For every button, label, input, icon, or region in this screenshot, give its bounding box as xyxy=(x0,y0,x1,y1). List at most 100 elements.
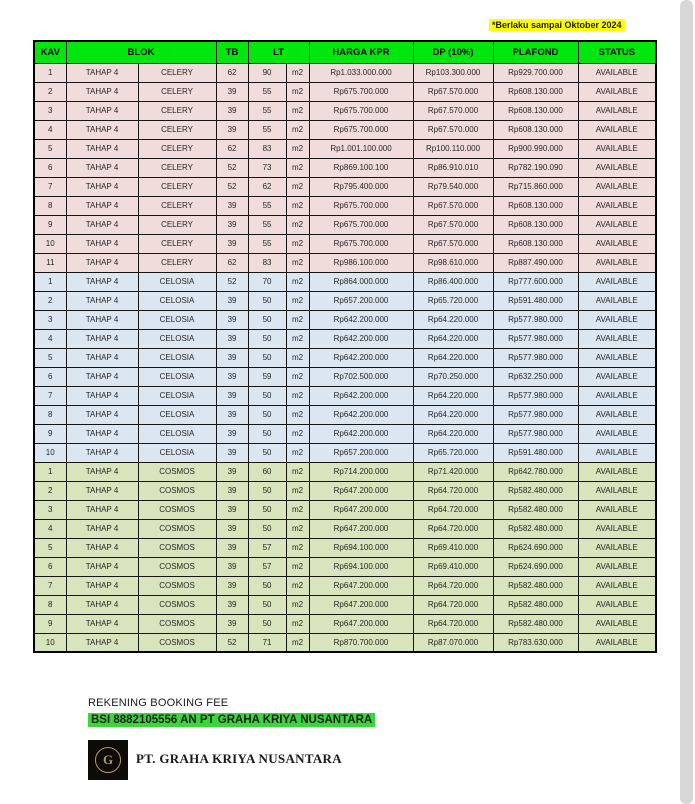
col-header-dp: DP (10%) xyxy=(412,40,494,64)
table-row: 11 TAHAP 4 CELERY 62 83 m2 Rp986.100.000 Rp98.6… xyxy=(33,252,657,273)
cell-harga-kpr: Rp657.200.000 xyxy=(308,442,414,463)
cell-unit: m2 xyxy=(285,575,310,596)
cell-unit: m2 xyxy=(285,461,310,482)
table-body: 1 TAHAP 4 CELERY 62 90 m2 Rp1.033.000.000 Rp103… xyxy=(33,62,657,653)
cell-plafond: Rp582.480.000 xyxy=(492,499,579,520)
cell-status: AVAILABLE xyxy=(577,119,657,140)
cell-harga-kpr: Rp647.200.000 xyxy=(308,575,414,596)
cell-plafond: Rp577.980.000 xyxy=(492,328,579,349)
cell-lt: 55 xyxy=(247,100,287,121)
cell-dp: Rp87.070.000 xyxy=(412,632,494,653)
cell-lt: 57 xyxy=(247,537,287,558)
cell-lt: 59 xyxy=(247,366,287,387)
cell-dp: Rp67.570.000 xyxy=(412,214,494,235)
cell-plafond: Rp582.480.000 xyxy=(492,480,579,501)
cell-tahap: TAHAP 4 xyxy=(65,632,139,653)
cell-plafond: Rp777.600.000 xyxy=(492,271,579,292)
cell-blok: COSMOS xyxy=(137,556,217,577)
cell-kav: 7 xyxy=(33,385,67,406)
cell-tahap: TAHAP 4 xyxy=(65,100,139,121)
cell-blok: CELOSIA xyxy=(137,328,217,349)
cell-blok: CELOSIA xyxy=(137,347,217,368)
cell-tb: 39 xyxy=(215,100,249,121)
cell-status: AVAILABLE xyxy=(577,214,657,235)
cell-status: AVAILABLE xyxy=(577,518,657,539)
scrollbar-track[interactable] xyxy=(680,0,693,804)
cell-status: AVAILABLE xyxy=(577,537,657,558)
table-row: 10 TAHAP 4 COSMOS 52 71 m2 Rp870.700.000 Rp87.0… xyxy=(33,632,657,653)
table-row: 5 TAHAP 4 CELOSIA 39 50 m2 Rp642.200.000 Rp64.2… xyxy=(33,347,657,368)
cell-unit: m2 xyxy=(285,347,310,368)
cell-tahap: TAHAP 4 xyxy=(65,309,139,330)
cell-kav: 10 xyxy=(33,233,67,254)
table-row: 8 TAHAP 4 CELOSIA 39 50 m2 Rp642.200.000 Rp64.2… xyxy=(33,404,657,425)
cell-plafond: Rp591.480.000 xyxy=(492,442,579,463)
cell-harga-kpr: Rp870.700.000 xyxy=(308,632,414,653)
cell-harga-kpr: Rp986.100.000 xyxy=(308,252,414,273)
cell-plafond: Rp591.480.000 xyxy=(492,290,579,311)
cell-blok: COSMOS xyxy=(137,518,217,539)
cell-tb: 39 xyxy=(215,480,249,501)
cell-tahap: TAHAP 4 xyxy=(65,423,139,444)
cell-plafond: Rp582.480.000 xyxy=(492,594,579,615)
cell-unit: m2 xyxy=(285,613,310,634)
cell-unit: m2 xyxy=(285,100,310,121)
cell-tb: 39 xyxy=(215,537,249,558)
cell-blok: COSMOS xyxy=(137,537,217,558)
cell-kav: 4 xyxy=(33,119,67,140)
cell-status: AVAILABLE xyxy=(577,613,657,634)
cell-dp: Rp67.570.000 xyxy=(412,233,494,254)
cell-dp: Rp65.720.000 xyxy=(412,442,494,463)
cell-unit: m2 xyxy=(285,594,310,615)
cell-blok: COSMOS xyxy=(137,613,217,634)
cell-plafond: Rp608.130.000 xyxy=(492,100,579,121)
table-row: 1 TAHAP 4 CELOSIA 52 70 m2 Rp864.000.000 Rp86.4… xyxy=(33,271,657,292)
cell-tahap: TAHAP 4 xyxy=(65,461,139,482)
cell-plafond: Rp608.130.000 xyxy=(492,195,579,216)
table-row: 1 TAHAP 4 COSMOS 39 60 m2 Rp714.200.000 Rp71.42… xyxy=(33,461,657,482)
cell-lt: 50 xyxy=(247,499,287,520)
cell-dp: Rp67.570.000 xyxy=(412,195,494,216)
cell-tahap: TAHAP 4 xyxy=(65,537,139,558)
cell-tahap: TAHAP 4 xyxy=(65,347,139,368)
cell-status: AVAILABLE xyxy=(577,366,657,387)
cell-tb: 39 xyxy=(215,461,249,482)
table-row: 2 TAHAP 4 CELOSIA 39 50 m2 Rp657.200.000 Rp65.7… xyxy=(33,290,657,311)
cell-tahap: TAHAP 4 xyxy=(65,271,139,292)
table-row: 2 TAHAP 4 CELERY 39 55 m2 Rp675.700.000 Rp67.57… xyxy=(33,81,657,102)
cell-harga-kpr: Rp647.200.000 xyxy=(308,480,414,501)
cell-tb: 39 xyxy=(215,594,249,615)
cell-tb: 39 xyxy=(215,309,249,330)
validity-note: *Berlaku sampai Oktober 2024 xyxy=(489,19,625,31)
cell-blok: CELOSIA xyxy=(137,309,217,330)
company-name: PT. GRAHA KRIYA NUSANTARA xyxy=(136,751,342,766)
cell-tahap: TAHAP 4 xyxy=(65,233,139,254)
cell-blok: CELOSIA xyxy=(137,442,217,463)
cell-blok: CELERY xyxy=(137,233,217,254)
table-row: 5 TAHAP 4 COSMOS 39 57 m2 Rp694.100.000 Rp69.41… xyxy=(33,537,657,558)
cell-harga-kpr: Rp675.700.000 xyxy=(308,81,414,102)
cell-lt: 83 xyxy=(247,138,287,159)
cell-harga-kpr: Rp647.200.000 xyxy=(308,518,414,539)
cell-blok: CELERY xyxy=(137,176,217,197)
cell-unit: m2 xyxy=(285,366,310,387)
cell-harga-kpr: Rp642.200.000 xyxy=(308,385,414,406)
cell-lt: 50 xyxy=(247,575,287,596)
cell-dp: Rp64.720.000 xyxy=(412,480,494,501)
col-header-plafond: PLAFOND xyxy=(492,40,579,64)
cell-tb: 39 xyxy=(215,404,249,425)
cell-kav: 6 xyxy=(33,556,67,577)
cell-harga-kpr: Rp642.200.000 xyxy=(308,328,414,349)
cell-tb: 39 xyxy=(215,366,249,387)
cell-unit: m2 xyxy=(285,157,310,178)
cell-unit: m2 xyxy=(285,480,310,501)
cell-kav: 7 xyxy=(33,575,67,596)
cell-tb: 39 xyxy=(215,423,249,444)
cell-kav: 3 xyxy=(33,499,67,520)
cell-tahap: TAHAP 4 xyxy=(65,556,139,577)
cell-harga-kpr: Rp714.200.000 xyxy=(308,461,414,482)
cell-lt: 71 xyxy=(247,632,287,653)
table-row: 6 TAHAP 4 CELOSIA 39 59 m2 Rp702.500.000 Rp70.2… xyxy=(33,366,657,387)
cell-status: AVAILABLE xyxy=(577,461,657,482)
cell-dp: Rp86.910.010 xyxy=(412,157,494,178)
